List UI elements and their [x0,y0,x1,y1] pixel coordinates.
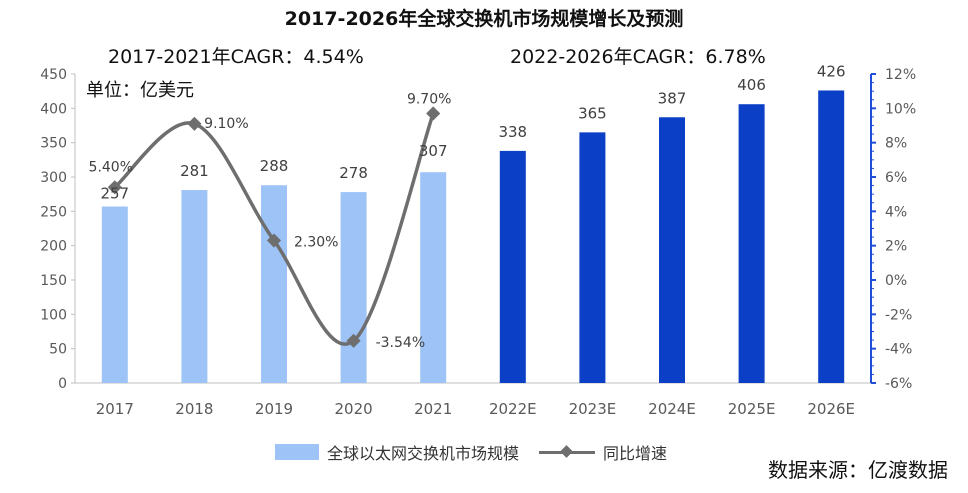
cagr-2022-2026: 2022-2026年CAGR：6.78% [510,46,766,68]
bar-2020 [340,192,367,383]
legend-bar-label: 全球以太网交换机市场规模 [327,444,520,463]
x-tick-label: 2021 [414,400,452,418]
bar-value-label: 365 [578,104,607,122]
y-right-tick-label: 0% [885,273,907,289]
y-left-tick-label: 250 [40,204,67,220]
bar-2018 [181,190,208,383]
bar-2022E [499,150,526,383]
legend: 全球以太网交换机市场规模 同比增速 [275,440,667,464]
x-tick-label: 2022E [489,400,537,418]
y-left-tick-label: 350 [40,136,67,152]
x-tick-label: 2018 [175,400,213,418]
bar-2026E [818,90,845,383]
bar-2017 [101,206,128,383]
growth-value-label: -3.54% [376,335,426,351]
x-tick-label: 2026E [807,400,855,418]
cagr-2017-2021: 2017-2021年CAGR：4.54% [108,46,364,68]
unit-label: 单位：亿美元 [86,80,194,101]
x-tick-label: 2025E [728,400,776,418]
growth-marker-2020 [346,333,361,348]
growth-value-label: 9.10% [204,116,248,132]
growth-marker-2021 [426,106,441,121]
chart-title: 2017-2026年全球交换机市场规模增长及预测 [284,8,684,30]
y-right-tick-label: 4% [885,204,907,220]
bar-value-label: 281 [180,162,209,180]
y-right-tick-label: 8% [885,136,907,152]
bar-2019 [261,185,287,383]
growth-value-label: 5.40% [89,159,133,175]
x-tick-label: 2023E [569,400,617,418]
y-left-tick-label: 300 [40,170,67,186]
growth-value-label: 9.70% [407,91,451,107]
bar-value-label: 257 [100,185,129,203]
y-left-tick-label: 0 [58,376,67,392]
growth-value-label: 2.30% [294,235,338,251]
bar-value-label: 387 [658,89,687,107]
y-left-tick-label: 100 [40,307,67,323]
x-tick-label: 2017 [96,400,134,418]
x-tick-label: 2019 [255,400,293,418]
bar-value-label: 426 [817,62,846,80]
bar-value-label: 288 [260,157,289,175]
bar-2021 [420,172,447,383]
legend-bar-swatch [275,444,319,460]
y-left-tick-label: 200 [40,239,67,255]
y-left-tick-label: 50 [49,342,67,358]
y-right-tick-label: -2% [885,307,912,323]
y-left-tick-label: 150 [40,273,67,289]
bar-value-label: 307 [419,142,448,160]
y-right-tick-label: -6% [885,376,912,392]
growth-marker-2019 [266,233,282,248]
y-right-tick-label: -4% [885,342,912,358]
y-right-tick-label: 2% [885,239,907,255]
bar-2025E [738,104,765,384]
growth-line [113,112,435,346]
bar-2024E [659,117,685,383]
y-left-tick-label: 400 [40,101,67,117]
source-note: 数据来源：亿渡数据 [768,458,948,482]
y-right-tick-label: 10% [885,101,916,117]
legend-line-swatch [539,444,596,460]
bar-value-label: 338 [498,123,527,141]
y-right-tick-label: 12% [885,67,916,83]
y-left-tick-label: 450 [40,67,67,83]
bar-value-label: 406 [737,76,766,94]
bar-value-label: 278 [339,164,368,182]
x-tick-label: 2024E [648,400,696,418]
bar-2023E [579,132,606,383]
growth-marker-2018 [187,116,202,131]
legend-line-label: 同比增速 [603,444,668,463]
y-right-tick-label: 6% [885,170,907,186]
x-tick-label: 2020 [335,400,373,418]
